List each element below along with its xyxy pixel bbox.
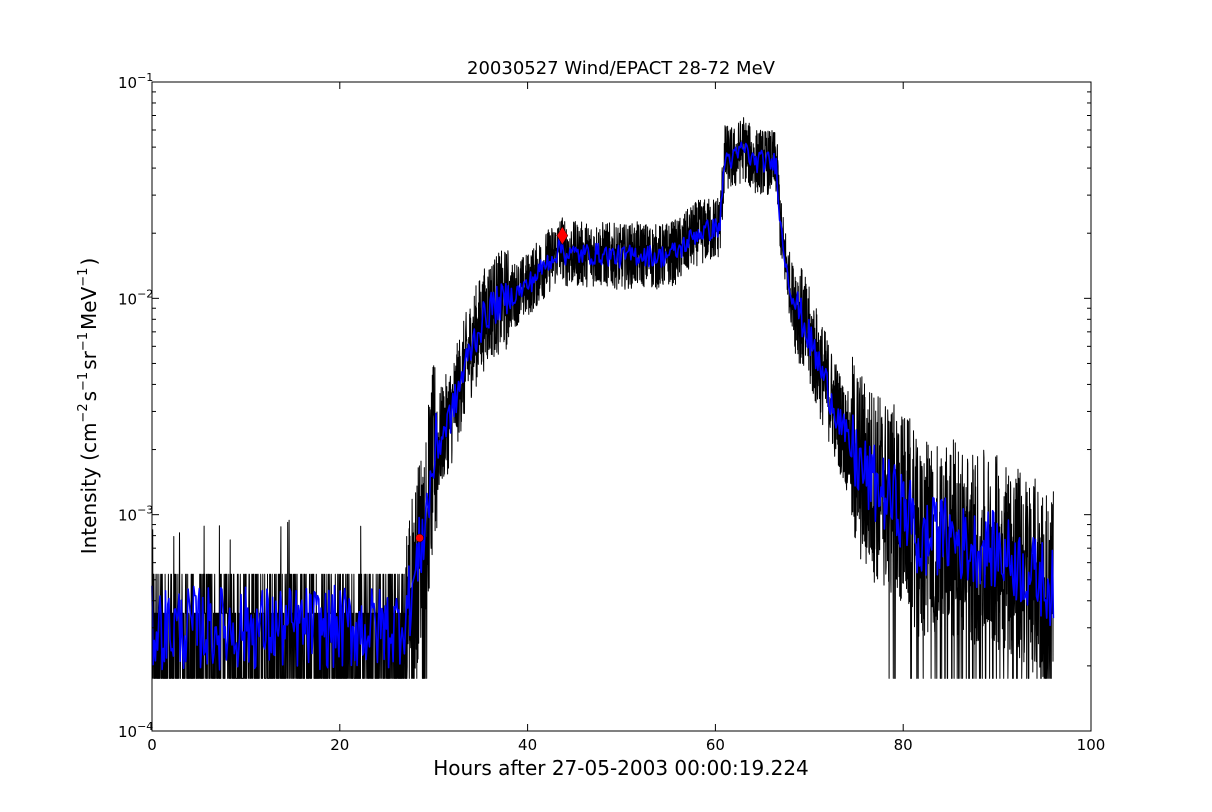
y-tick-label-0: 10−4 <box>118 720 153 741</box>
series-layer <box>151 117 1055 679</box>
tick-layer <box>151 81 1092 732</box>
x-tick-label-5: 100 <box>1077 736 1106 754</box>
x-tick-label-2: 40 <box>518 736 537 754</box>
chart-title: 20030527 Wind/EPACT 28-72 MeV <box>467 58 776 79</box>
marker-diamond-1 <box>556 226 569 246</box>
y-tick-labels: 10−4 10−3 10−2 10−1 <box>118 71 153 741</box>
x-tick-label-4: 80 <box>894 736 913 754</box>
plot-frame <box>151 81 1092 732</box>
marker-layer <box>415 226 569 543</box>
x-tick-labels: 0 20 40 60 80 100 <box>147 736 1105 754</box>
x-tick-label-0: 0 <box>147 736 157 754</box>
x-axis-label: Hours after 27-05-2003 00:00:19.224 <box>433 756 809 780</box>
y-tick-label-3: 10−1 <box>118 71 153 92</box>
y-axis-label: Intensity (cm−2s−1sr−1MeV−1) <box>76 258 101 555</box>
x-tick-label-1: 20 <box>330 736 349 754</box>
marker-circle-0 <box>415 533 424 543</box>
y-tick-label-2: 10−2 <box>118 287 153 308</box>
x-tick-label-3: 60 <box>706 736 725 754</box>
series-line-1 <box>151 141 1055 671</box>
y-tick-label-1: 10−3 <box>118 504 153 525</box>
